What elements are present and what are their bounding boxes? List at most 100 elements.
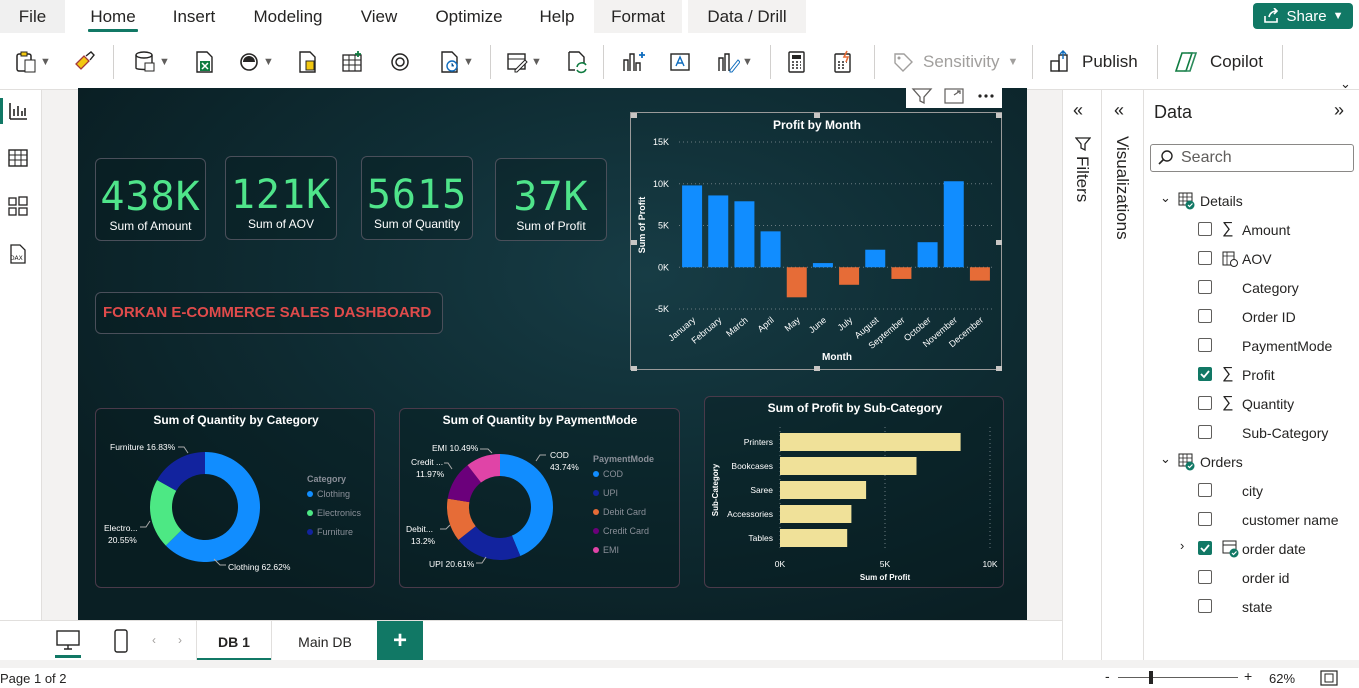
field-checkbox[interactable] <box>1198 483 1212 497</box>
share-button[interactable]: Share ▼ <box>1253 3 1353 29</box>
field-checkbox[interactable] <box>1198 280 1212 294</box>
field-quantity[interactable]: ∑ Quantity <box>1144 390 1359 416</box>
kpi-card-profit[interactable]: 37K Sum of Profit <box>495 158 607 241</box>
field-checkbox[interactable] <box>1198 222 1212 236</box>
zoom-in-button[interactable]: + <box>1244 668 1253 684</box>
field-checkbox[interactable] <box>1198 570 1212 584</box>
get-data-button[interactable]: ▼ <box>133 47 170 77</box>
ribbon-expand-button[interactable]: ⌄ <box>1340 69 1351 99</box>
chevron-expanded-icon[interactable]: ⌄ <box>1160 190 1171 205</box>
zoom-slider[interactable] <box>1118 677 1238 678</box>
tab-modeling[interactable]: Modeling <box>253 7 323 26</box>
copilot-button[interactable]: Copilot <box>1174 47 1263 77</box>
paste-button[interactable]: ▼ <box>14 47 51 77</box>
new-measure-button[interactable] <box>786 47 808 77</box>
field-profit[interactable]: ∑ Profit <box>1144 361 1359 387</box>
refresh-button[interactable] <box>564 47 588 77</box>
tab-data-drill[interactable]: Data / Drill <box>688 0 806 33</box>
collapse-right-icon[interactable]: » <box>1334 100 1345 120</box>
report-view-icon[interactable] <box>7 100 29 122</box>
collapse-left-icon[interactable]: « <box>1114 100 1125 120</box>
tab-optimize[interactable]: Optimize <box>435 7 503 26</box>
profit-by-month-visual[interactable]: Profit by Month 15K 10K 5K 0K -5K January Febru… <box>630 112 1002 371</box>
tab-insert[interactable]: Insert <box>172 7 216 26</box>
table-view-icon[interactable] <box>7 147 29 169</box>
quantity-by-category-visual[interactable]: Sum of Quantity by Category Furniture 16.… <box>95 408 375 588</box>
dataverse-button[interactable] <box>295 47 319 77</box>
search-input[interactable]: Search <box>1150 144 1354 172</box>
chevron-right-icon[interactable]: › <box>1180 538 1185 553</box>
page-tab-main-db[interactable]: Main DB <box>273 621 377 662</box>
mobile-layout-button[interactable] <box>112 629 130 653</box>
field-checkbox[interactable] <box>1198 425 1212 439</box>
quick-measure-button[interactable] <box>831 47 855 77</box>
zoom-out-button[interactable]: - <box>1105 668 1110 684</box>
model-view-icon[interactable] <box>7 195 29 217</box>
add-page-button[interactable]: + <box>377 621 423 662</box>
dax-query-view-icon[interactable]: DAX <box>7 243 29 265</box>
field-state[interactable]: state <box>1144 593 1359 619</box>
enter-data-button[interactable] <box>340 47 364 77</box>
table-node-details[interactable]: ⌄ Details <box>1144 187 1359 213</box>
field-checkbox[interactable] <box>1198 309 1212 323</box>
more-options-icon[interactable] <box>975 88 997 105</box>
publish-button[interactable]: Publish <box>1048 47 1138 77</box>
report-page[interactable]: 438K Sum of Amount 121K Sum of AOV 5615 … <box>78 88 1027 620</box>
kpi-card-aov[interactable]: 121K Sum of AOV <box>225 156 337 240</box>
legend-marker <box>307 510 313 516</box>
table-node-orders[interactable]: ⌄ Orders <box>1144 448 1359 474</box>
field-checkbox[interactable] <box>1198 396 1212 410</box>
new-visual-button[interactable] <box>620 47 646 77</box>
text-box-button[interactable] <box>668 47 692 77</box>
tab-home[interactable]: Home <box>84 0 142 33</box>
chevron-expanded-icon[interactable]: ⌄ <box>1160 451 1171 466</box>
filter-icon[interactable] <box>911 88 933 105</box>
field-aov[interactable]: AOV <box>1144 245 1359 271</box>
data-label: Debit... <box>406 524 433 534</box>
collapse-left-icon[interactable]: « <box>1073 100 1084 120</box>
quantity-by-paymentmode-visual[interactable]: Sum of Quantity by PaymentMode COD 43.74% U… <box>399 408 680 588</box>
field-city[interactable]: city <box>1144 477 1359 503</box>
field-amount[interactable]: ∑ Amount <box>1144 216 1359 242</box>
tab-file[interactable]: File <box>0 0 65 33</box>
excel-button[interactable] <box>192 47 216 77</box>
tab-help[interactable]: Help <box>539 7 575 26</box>
visual-header <box>906 88 1002 108</box>
field-order-date[interactable]: › order date <box>1144 535 1359 561</box>
field-sub-category[interactable]: Sub-Category <box>1144 419 1359 445</box>
field-checkbox[interactable] <box>1198 541 1212 555</box>
focus-mode-icon[interactable] <box>943 88 965 105</box>
kpi-card-quantity[interactable]: 5615 Sum of Quantity <box>361 156 473 240</box>
tab-view[interactable]: View <box>360 7 398 26</box>
zoom-level[interactable]: 62% <box>1269 671 1296 686</box>
profit-by-subcategory-visual[interactable]: Sum of Profit by Sub-Category 0K 5K 10K Prin… <box>704 396 1004 588</box>
recent-sources-button[interactable]: ▼ <box>437 47 474 77</box>
more-visuals-button[interactable]: ▼ <box>716 47 753 77</box>
next-page-icon[interactable]: › <box>178 633 182 647</box>
format-painter-button[interactable] <box>72 47 96 77</box>
tab-format[interactable]: Format <box>594 0 682 33</box>
visualizations-pane-collapsed[interactable]: « Visualizations <box>1102 90 1144 660</box>
y-tick-label: 0K <box>658 262 669 272</box>
field-order-id[interactable]: order id <box>1144 564 1359 590</box>
field-order-id[interactable]: Order ID <box>1144 303 1359 329</box>
field-category[interactable]: Category <box>1144 274 1359 300</box>
field-paymentmode[interactable]: PaymentMode <box>1144 332 1359 358</box>
field-checkbox[interactable] <box>1198 599 1212 613</box>
field-checkbox[interactable] <box>1198 367 1212 381</box>
y-tick-label: Bookcases <box>731 461 773 471</box>
desktop-layout-button[interactable] <box>55 629 81 658</box>
field-customer-name[interactable]: customer name <box>1144 506 1359 532</box>
datamart-button[interactable] <box>388 47 412 77</box>
zoom-slider-thumb[interactable] <box>1149 671 1153 684</box>
prev-page-icon[interactable]: ‹ <box>152 633 156 647</box>
kpi-card-amount[interactable]: 438K Sum of Amount <box>95 158 206 241</box>
onelake-button[interactable]: ▼ <box>237 47 274 77</box>
transform-data-button[interactable]: ▼ <box>505 47 542 77</box>
filters-pane-collapsed[interactable]: « Filters <box>1062 90 1102 660</box>
field-checkbox[interactable] <box>1198 512 1212 526</box>
page-tab-db1[interactable]: DB 1 <box>196 621 272 662</box>
field-checkbox[interactable] <box>1198 338 1212 352</box>
fit-to-page-icon[interactable] <box>1320 670 1338 686</box>
field-checkbox[interactable] <box>1198 251 1212 265</box>
